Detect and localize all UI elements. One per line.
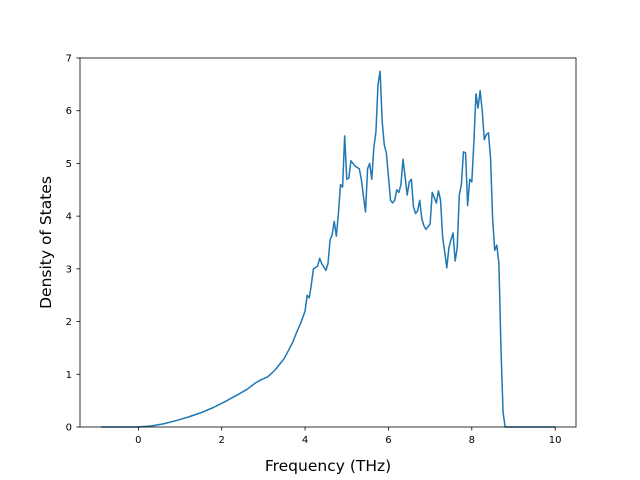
plot-area	[100, 70, 556, 428]
x-axis-ticks: 0 2 4 6 8 10	[135, 427, 562, 446]
dos-series-line	[100, 70, 556, 428]
y-tick-label: 1	[66, 370, 72, 381]
x-tick-label: 2	[219, 435, 225, 446]
axes-frame	[79, 57, 577, 428]
x-tick-label: 0	[135, 435, 141, 446]
y-axis-ticks: 0 1 2 3 4 5 6 7	[66, 54, 80, 434]
x-tick-label: 6	[385, 435, 391, 446]
x-tick-label: 4	[302, 435, 308, 446]
y-tick-label: 3	[66, 264, 72, 275]
x-tick-label: 8	[469, 435, 475, 446]
x-axis-label: Frequency (THz)	[265, 457, 391, 475]
y-axis-label: Density of States	[37, 176, 55, 309]
x-tick-label: 10	[549, 435, 562, 446]
y-tick-label: 4	[66, 212, 72, 223]
y-tick-label: 7	[66, 54, 72, 65]
y-tick-label: 2	[66, 317, 72, 328]
y-tick-label: 5	[66, 159, 72, 170]
y-tick-label: 6	[66, 106, 72, 117]
y-tick-label: 0	[66, 423, 72, 434]
